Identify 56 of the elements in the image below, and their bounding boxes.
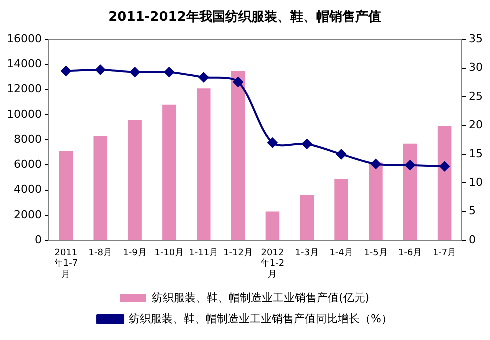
point xyxy=(198,72,209,83)
x-tick-label: 1-6月 xyxy=(398,248,422,258)
point xyxy=(405,160,416,170)
bar xyxy=(162,104,176,240)
y2-tick-label: 5 xyxy=(469,204,476,218)
point xyxy=(268,138,278,148)
y-tick-label: 6000 xyxy=(14,158,42,172)
x-tick-label: 1-10月 xyxy=(154,248,184,258)
x-tick-label: 2012年1-2月 xyxy=(260,248,285,280)
x-tick-label: 1-8月 xyxy=(88,248,112,258)
y-tick-label: 4000 xyxy=(14,183,42,196)
y2-tick-label: 0 xyxy=(469,233,476,246)
bar xyxy=(334,179,348,240)
bar xyxy=(231,71,246,240)
bar xyxy=(266,212,280,240)
point xyxy=(61,66,72,76)
y-tick-label: 16000 xyxy=(6,32,42,46)
y2-tick-label: 15 xyxy=(469,147,484,160)
point xyxy=(130,67,140,78)
y2-tick-label: 10 xyxy=(469,176,484,190)
bar xyxy=(128,120,142,240)
y2-tick-label: 25 xyxy=(469,90,484,103)
chart-title: 2011-2012年我国纺织服装、鞋、帽销售产值 xyxy=(108,8,382,26)
x-tick-label: 1-7月 xyxy=(432,248,457,258)
x-tick-label: 1-5月 xyxy=(364,248,388,258)
legend-label: 纺织服装、鞋、帽制造业工业销售产值同比增长（%） xyxy=(129,312,392,326)
point xyxy=(302,139,312,150)
point xyxy=(96,65,106,76)
x-tick-label: 1-9月 xyxy=(123,248,147,258)
y-tick-label: 8000 xyxy=(14,132,42,146)
point xyxy=(164,67,174,78)
x-tick-label: 1-11月 xyxy=(189,248,219,258)
bar xyxy=(300,195,314,240)
x-tick-label: 1-12月 xyxy=(224,248,254,258)
bar xyxy=(369,162,383,240)
point xyxy=(336,149,347,160)
bar xyxy=(196,88,211,240)
x-tick-label: 2011年1-7月 xyxy=(54,248,78,280)
y2-tick-label: 35 xyxy=(469,32,484,46)
y2-tick-label: 30 xyxy=(469,61,484,74)
x-tick-label: 1-4月 xyxy=(330,248,354,258)
bar xyxy=(94,136,108,240)
y-tick-label: 10000 xyxy=(6,108,42,121)
bar xyxy=(438,126,452,240)
legend-label: 纺织服装、鞋、帽制造业工业销售产值(亿元) xyxy=(152,291,370,304)
bar xyxy=(403,144,418,240)
y-tick-label: 2000 xyxy=(14,208,42,222)
y2-tick-label: 20 xyxy=(469,118,484,132)
y-tick-label: 12000 xyxy=(6,82,42,96)
point xyxy=(370,159,381,170)
y-tick-label: 0 xyxy=(34,233,42,246)
bar xyxy=(59,151,74,240)
point xyxy=(440,162,450,172)
y-tick-label: 14000 xyxy=(6,58,42,71)
x-tick-label: 1-3月 xyxy=(295,248,319,258)
point xyxy=(233,77,244,88)
